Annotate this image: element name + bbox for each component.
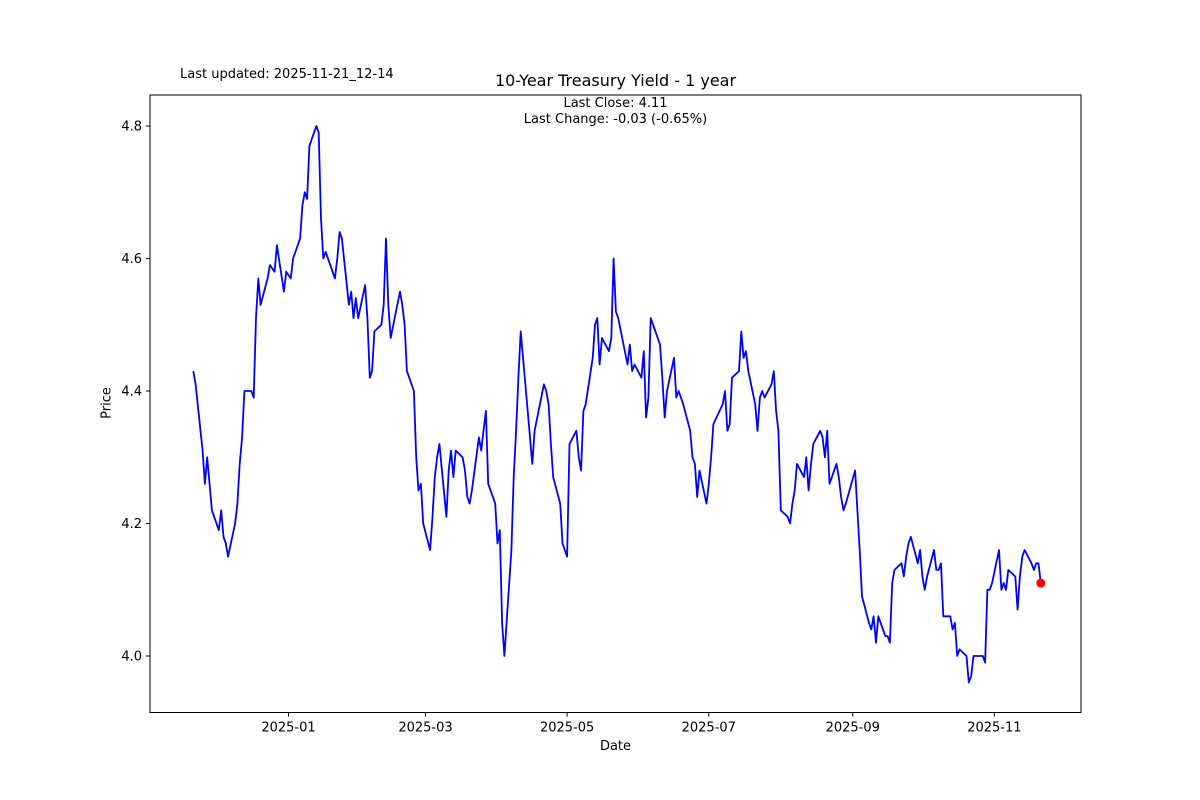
y-tick-label: 4.4 (121, 385, 142, 400)
x-tick-label: 2025-07 (682, 721, 736, 736)
x-tick-label: 2025-05 (540, 721, 594, 736)
y-tick-label: 4.8 (121, 120, 142, 135)
price-line (192, 125, 1042, 684)
x-tick-label: 2025-09 (826, 721, 880, 736)
chart-subtitle-last-close: Last Close: 4.11 (563, 96, 668, 111)
axes-border (149, 94, 1082, 713)
y-axis-label: Price (99, 387, 115, 419)
x-tick-label: 2025-01 (261, 721, 315, 736)
chart-title: 10-Year Treasury Yield - 1 year (494, 71, 737, 90)
x-axis-label: Date (599, 739, 632, 754)
y-tick-label: 4.2 (121, 517, 142, 532)
last-close-marker (1036, 578, 1046, 588)
chart-subtitle-last-change: Last Change: -0.03 (-0.65%) (523, 112, 708, 127)
y-tick-label: 4.0 (121, 650, 142, 665)
last-updated-text: Last updated: 2025-11-21_12-14 (180, 67, 394, 82)
x-tick-label: 2025-03 (398, 721, 452, 736)
x-tick-label: 2025-11 (967, 721, 1021, 736)
y-tick-label: 4.6 (121, 252, 142, 267)
